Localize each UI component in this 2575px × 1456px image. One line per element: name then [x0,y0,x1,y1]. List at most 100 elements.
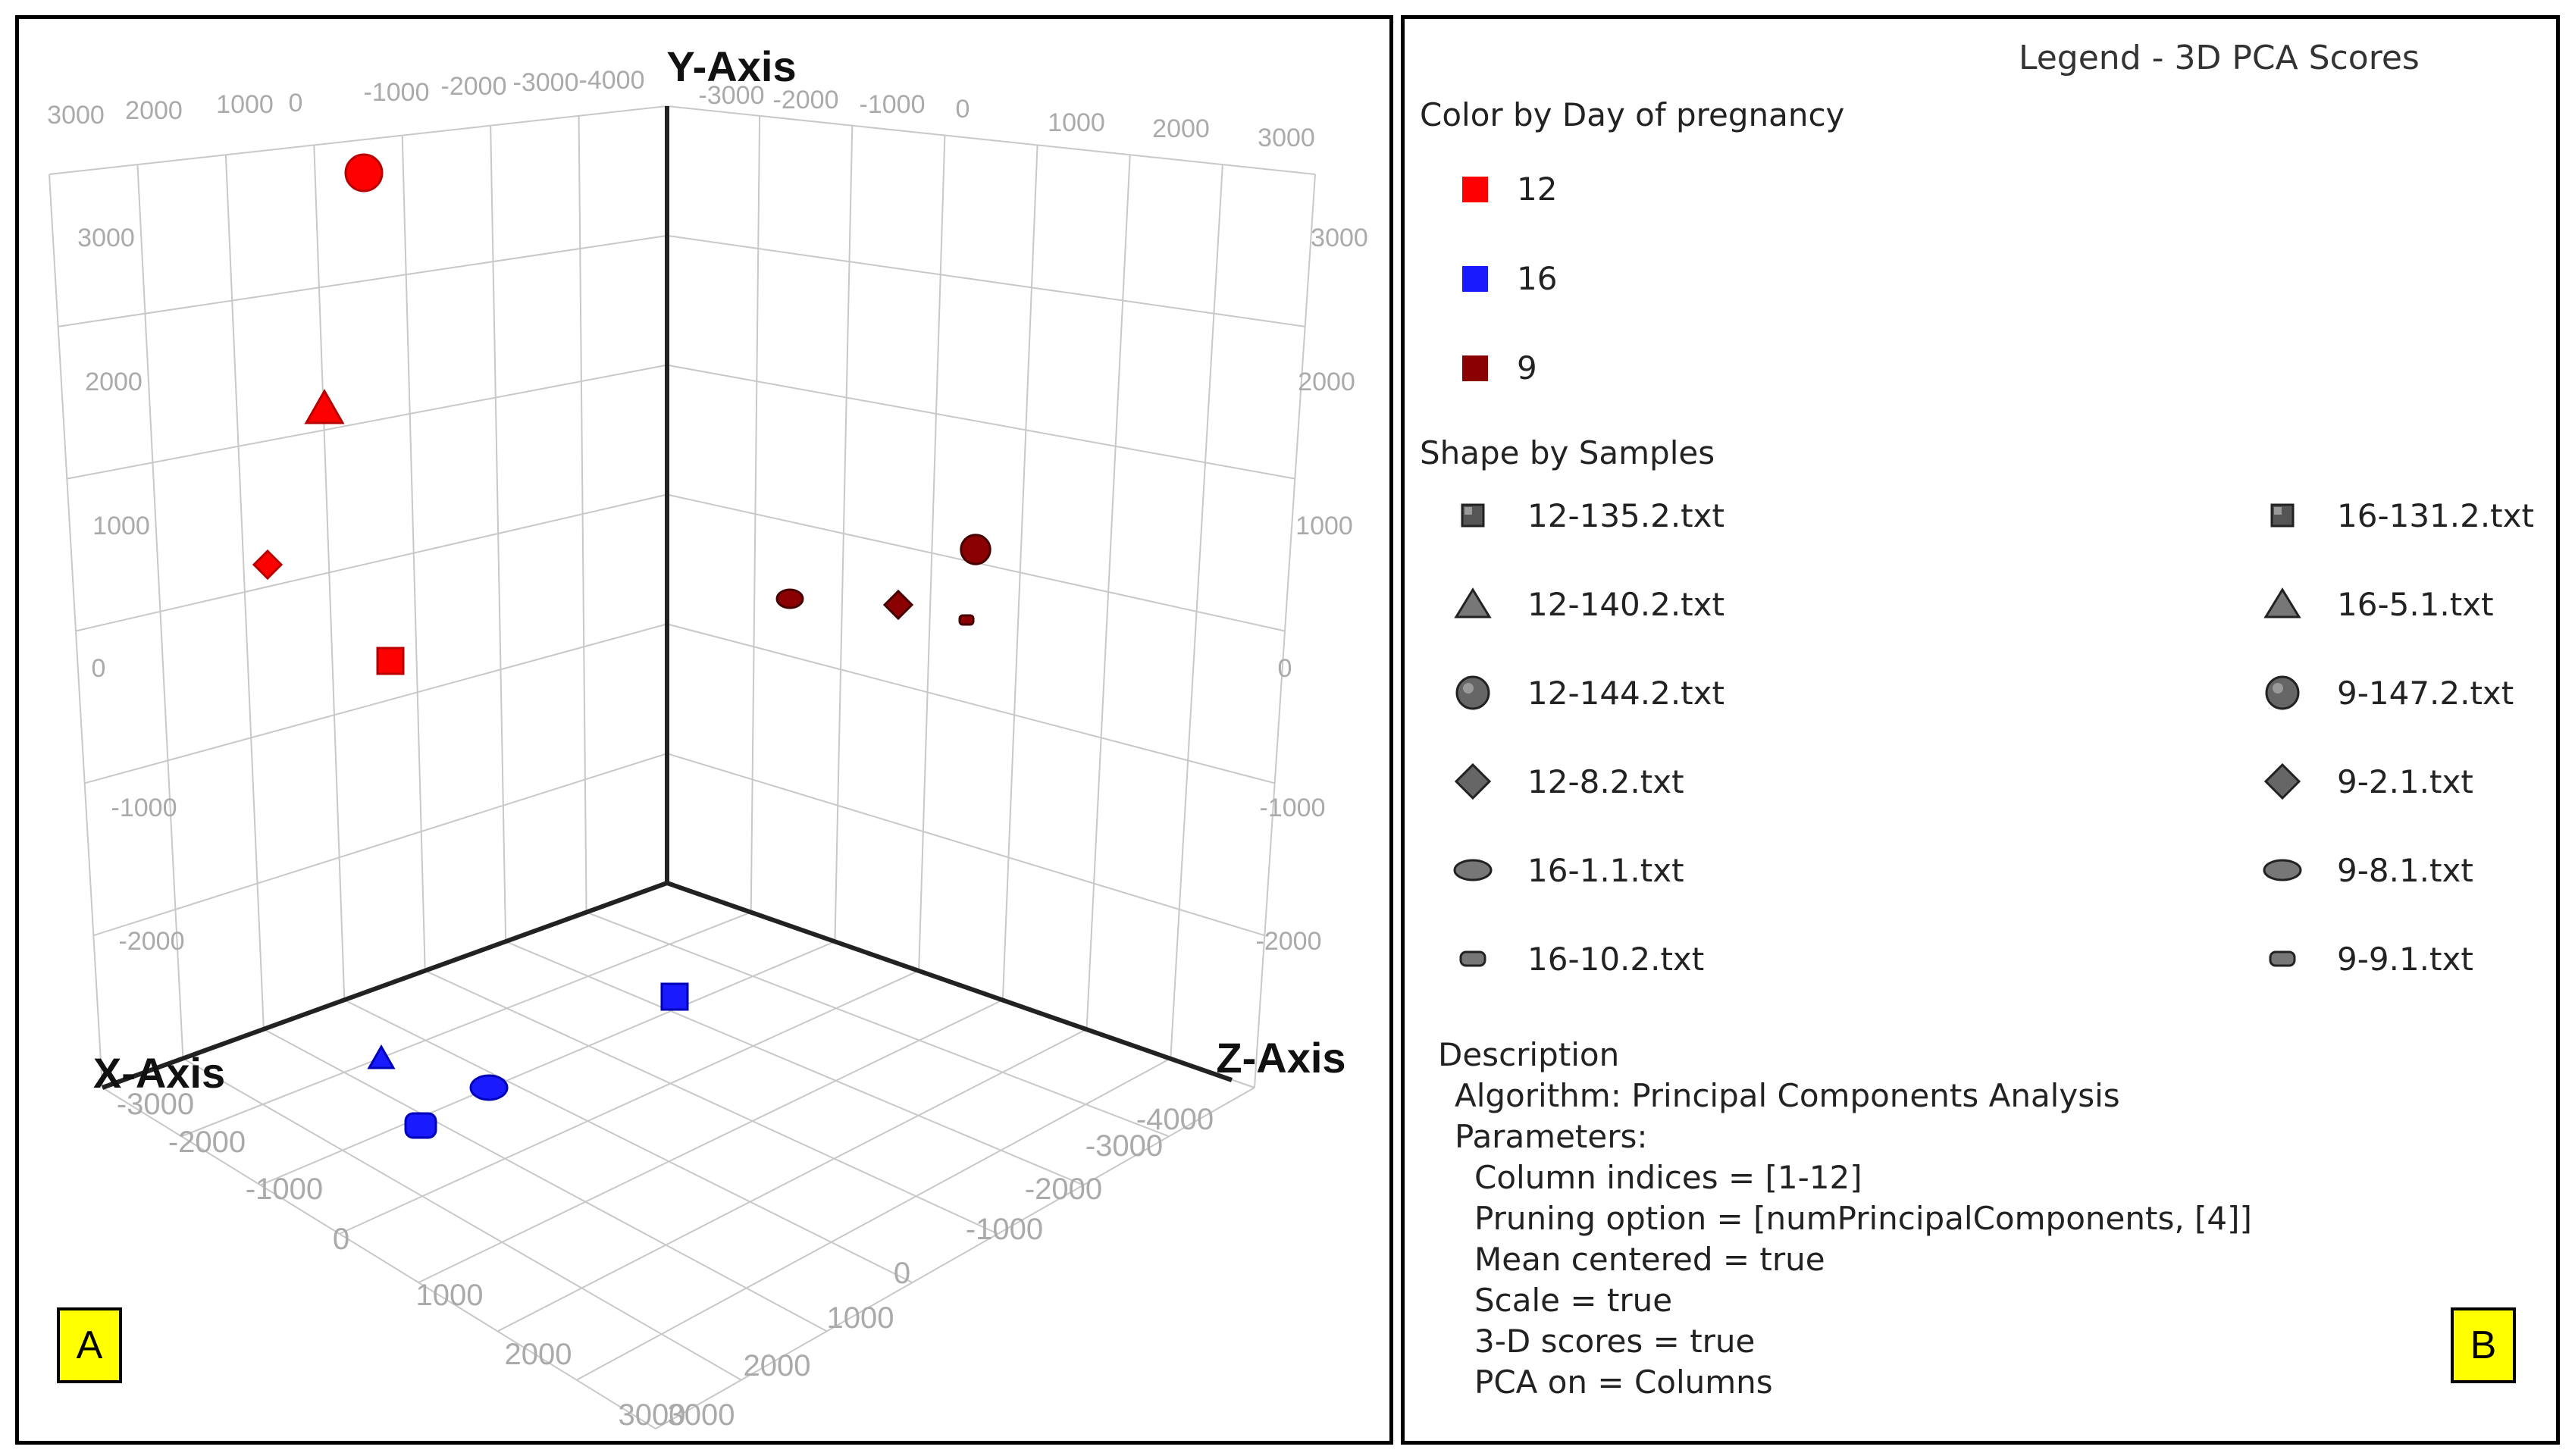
data-point-9-147-2-txt[interactable] [960,534,991,565]
tick-label: 3000 [668,1398,735,1432]
gridline [666,364,1295,480]
data-point-12-140-2-txt[interactable] [304,388,345,424]
shape-legend-label: 9-147.2.txt [2337,674,2514,712]
tick-label: 0 [92,654,106,683]
tick-label: -2000 [168,1126,246,1159]
z-axis-title: Z-Axis [1216,1034,1345,1082]
data-point-12-144-2-txt[interactable] [344,153,384,193]
gridline [497,1028,1088,1332]
shape-legend-item: 9-2.1.txt [2261,762,2473,800]
gridline [180,911,752,1138]
grid-layer [49,105,1316,1429]
pyramid-icon [1452,585,1494,623]
data-point-12-135-2-txt[interactable] [376,647,405,675]
shape-legend-label: 9-8.1.txt [2337,851,2473,889]
color-swatch [1462,355,1488,381]
color-swatch [1462,265,1488,292]
z-axis-line [666,881,1233,1082]
tick-label: 1000 [416,1279,484,1312]
tick-label: -4000 [579,66,645,95]
tick-label: 2000 [125,96,183,125]
shape-legend-item: 16-131.2.txt [2261,496,2534,534]
panel-a-3d-plot: Y-Axis X-Axis Z-Axis 3000 2000 1000 0 -1000 -200… [15,15,1393,1445]
color-legend-label: 9 [1517,349,1537,387]
shape-legend-item: 12-144.2.txt [1452,674,1724,712]
shape-legend-item: 9-147.2.txt [2261,674,2514,712]
shape-legend-item: 9-9.1.txt [2261,940,2473,978]
shape-legend-item: 16-5.1.txt [2261,585,2494,623]
tick-label: -2000 [441,72,507,101]
data-point-9-2-1-txt[interactable] [882,589,914,621]
shape-legend-label: 16-10.2.txt [1527,940,1705,978]
color-legend-item: 9 [1462,349,1537,387]
tick-label: -1000 [364,78,430,107]
description-param: PCA on = Columns [1474,1364,1773,1401]
ellipsoid-icon [1452,851,1494,889]
color-legend-item: 16 [1462,260,1557,297]
tick-label: 1000 [827,1301,894,1335]
gridline [666,234,1305,327]
tick-label: 1000 [1048,108,1105,137]
gridline [260,941,835,1186]
gridline [666,753,1265,937]
tick-label: -1000 [111,794,177,822]
tick-label: 3000 [1311,224,1368,252]
gridline [505,941,1084,1186]
data-point-16-10-2-txt[interactable] [404,1112,437,1139]
shape-legend-label: 12-140.2.txt [1527,585,1724,623]
tick-label: 0 [333,1223,349,1256]
shape-legend-label: 12-8.2.txt [1527,762,1684,800]
data-point-16-5-1-txt[interactable] [367,1044,396,1069]
shape-legend-item: 12-140.2.txt [1452,585,1724,623]
gridline [576,1057,1171,1381]
data-point-9-8-1-txt[interactable] [775,588,804,609]
tick-label: 1000 [216,90,274,119]
description-param: Mean centered = true [1474,1241,1825,1278]
tick-label: -1000 [246,1173,323,1206]
data-point-9-9-1-txt[interactable] [958,614,975,626]
color-group-heading: Color by Day of pregnancy [1420,96,1845,133]
gridline [102,1087,656,1429]
tick-label: 3000 [77,224,135,252]
axis-layer [101,106,1233,1090]
tick-label: 0 [894,1257,910,1290]
data-point-16-1-1-txt[interactable] [469,1074,509,1101]
tick-label: 0 [289,89,303,117]
tick-label: -3000 [699,81,765,110]
gridline [93,753,668,937]
tick-label: 1000 [1295,512,1353,540]
shape-legend-item: 12-135.2.txt [1452,496,1724,534]
pyramid-icon [2261,585,2304,623]
data-point-12-8-2-txt[interactable] [252,549,284,581]
panel-a-label: A [57,1307,122,1383]
capsule-icon [2261,940,2304,978]
tick-label: -1000 [1260,794,1326,822]
tick-label: -2000 [119,927,185,956]
shape-legend-label: 12-144.2.txt [1527,674,1724,712]
tick-label: 3000 [619,1398,686,1432]
shape-legend-item: 16-1.1.txt [1452,851,1684,889]
point-layer [252,153,991,1139]
description-param: Scale = true [1474,1282,1673,1319]
panel-b-legend: Legend - 3D PCA Scores Color by Day of p… [1401,15,2560,1445]
shape-legend-item: 16-10.2.txt [1452,940,1704,978]
diamond-icon [1452,762,1494,800]
tick-label: -4000 [1136,1103,1214,1136]
tick-label: -3000 [117,1088,194,1121]
description-param: 3-D scores = true [1474,1323,1756,1360]
diamond-icon [2261,762,2304,800]
description-algorithm: Algorithm: Principal Components Analysis [1455,1077,2120,1114]
tick-label: 2000 [505,1338,572,1371]
tick-label: -2000 [1025,1173,1102,1206]
tick-label: 3000 [1258,124,1315,152]
tick-label: -1000 [966,1213,1043,1246]
gridline [58,234,668,327]
data-point-16-131-2-txt[interactable] [660,982,689,1011]
cube-icon [2261,496,2304,534]
color-legend-item: 12 [1462,171,1557,208]
tick-label: 2000 [1152,114,1210,143]
tick-label: -2000 [1256,927,1322,956]
tick-label: 1000 [92,512,150,540]
